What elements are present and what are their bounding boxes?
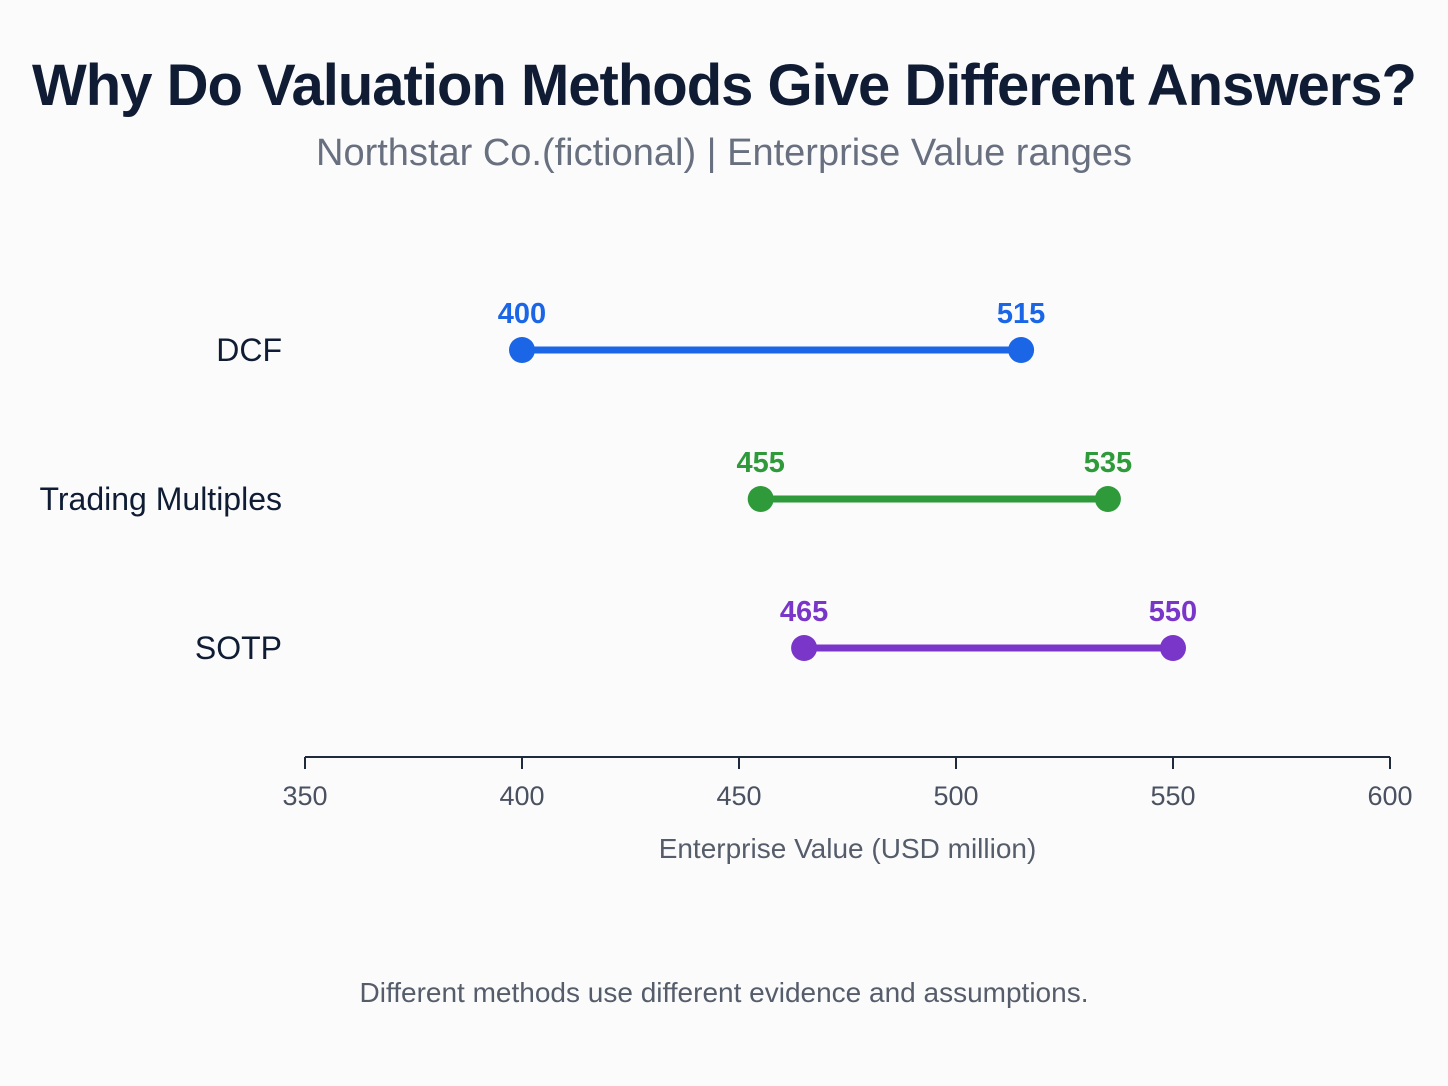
high-value-label: 535 [1084,447,1132,479]
high-value-label: 550 [1149,596,1197,628]
range-low-point [747,486,774,512]
x-tick-label: 350 [282,781,327,811]
category-label: Trading Multiples [40,481,282,517]
category-label: SOTP [195,630,282,666]
chart-footnote: Different methods use different evidence… [359,977,1089,1008]
x-axis-label: Enterprise Value (USD million) [659,833,1037,864]
x-tick-label: 550 [1150,781,1195,811]
range-low-point [509,337,535,363]
range-high-point [1094,486,1121,512]
high-value-label: 515 [997,298,1045,330]
low-value-label: 400 [498,298,546,330]
range-low-point [791,635,818,661]
chart-subtitle: Northstar Co.(fictional) | Enterprise Va… [316,132,1132,174]
low-value-label: 455 [737,447,785,479]
low-value-label: 465 [780,596,828,628]
range-high-point [1008,337,1035,363]
chart-title: Why Do Valuation Methods Give Different … [32,53,1417,118]
x-tick-label: 500 [933,781,978,811]
category-label: DCF [216,332,282,368]
range-high-point [1160,635,1186,661]
x-tick-label: 600 [1367,781,1412,811]
x-tick-label: 450 [716,781,761,811]
x-tick-label: 400 [499,781,544,811]
